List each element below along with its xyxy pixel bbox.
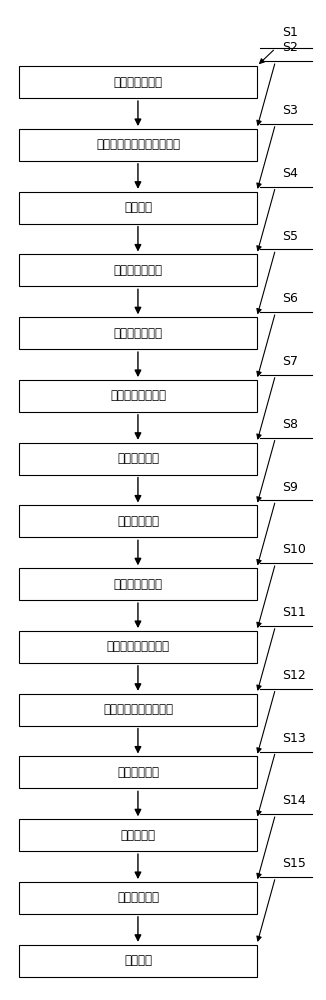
Text: S12: S12 — [283, 669, 306, 682]
FancyBboxPatch shape — [19, 756, 257, 788]
Text: S2: S2 — [283, 41, 299, 54]
Text: 确定左右索引峰点: 确定左右索引峰点 — [110, 389, 166, 402]
Text: 爬坡法搜索峰位左右边界点: 爬坡法搜索峰位左右边界点 — [96, 138, 180, 151]
FancyBboxPatch shape — [19, 317, 257, 349]
Text: 确定左侧峰点: 确定左侧峰点 — [117, 452, 159, 465]
Text: 结果转换: 结果转换 — [124, 954, 152, 967]
FancyBboxPatch shape — [19, 945, 257, 977]
Text: 消除基线穿透: 消除基线穿透 — [117, 891, 159, 904]
FancyBboxPatch shape — [19, 129, 257, 161]
Text: S7: S7 — [283, 355, 299, 368]
FancyBboxPatch shape — [19, 443, 257, 475]
FancyBboxPatch shape — [19, 192, 257, 224]
FancyBboxPatch shape — [19, 380, 257, 412]
Text: S3: S3 — [283, 104, 299, 117]
Text: S4: S4 — [283, 167, 299, 180]
Text: 确定右侧峰点: 确定右侧峰点 — [117, 515, 159, 528]
Text: 确定新右锋点: 确定新右锋点 — [117, 766, 159, 779]
FancyBboxPatch shape — [19, 819, 257, 851]
Text: S13: S13 — [283, 732, 306, 745]
Text: S10: S10 — [283, 543, 306, 556]
Text: 寻找右边峰谷点: 寻找右边峰谷点 — [113, 264, 162, 277]
FancyBboxPatch shape — [19, 254, 257, 286]
FancyBboxPatch shape — [19, 505, 257, 537]
Text: 导数法初步寻峰: 导数法初步寻峰 — [113, 76, 162, 89]
FancyBboxPatch shape — [19, 66, 257, 98]
FancyBboxPatch shape — [19, 568, 257, 600]
Text: 寻找左边峰谷点: 寻找左边峰谷点 — [113, 327, 162, 340]
Text: S14: S14 — [283, 794, 306, 807]
Text: 判断边界合理性: 判断边界合理性 — [113, 578, 162, 591]
Text: S11: S11 — [283, 606, 306, 619]
Text: 判断错误，开始新循环: 判断错误，开始新循环 — [103, 703, 173, 716]
Text: S6: S6 — [283, 292, 299, 305]
Text: S1: S1 — [283, 26, 299, 39]
Text: 判断正确，搜索结束: 判断正确，搜索结束 — [107, 640, 170, 653]
FancyBboxPatch shape — [19, 631, 257, 663]
Text: S9: S9 — [283, 481, 299, 494]
Text: 寻找峰位: 寻找峰位 — [124, 201, 152, 214]
FancyBboxPatch shape — [19, 882, 257, 914]
Text: S15: S15 — [283, 857, 306, 870]
Text: S8: S8 — [283, 418, 299, 431]
Text: 确定右边界: 确定右边界 — [120, 829, 156, 842]
FancyBboxPatch shape — [19, 694, 257, 726]
Text: S5: S5 — [283, 230, 299, 243]
